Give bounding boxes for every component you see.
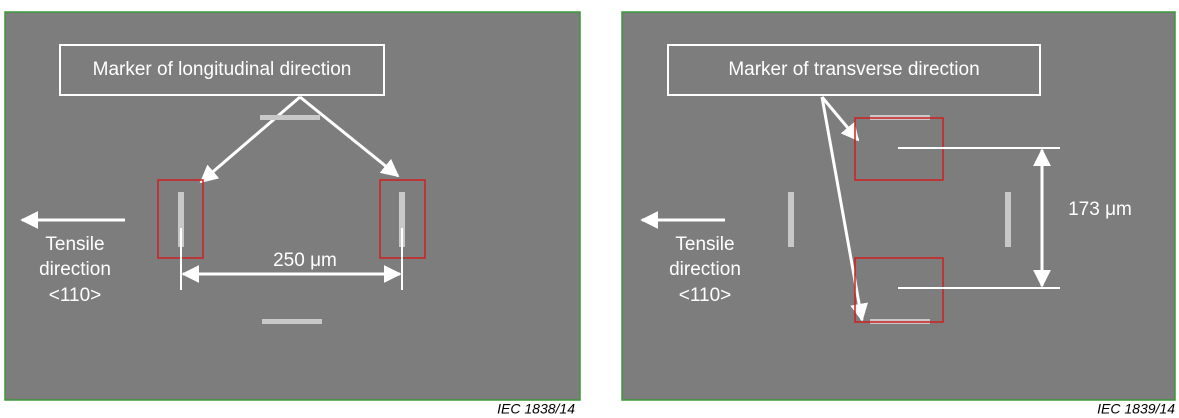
tensile-text: <110> xyxy=(49,285,101,306)
tensile-text: Tensile xyxy=(675,234,734,255)
measurement: 173 μm xyxy=(1068,199,1132,220)
measurement: 250 μm xyxy=(273,250,337,271)
marker xyxy=(260,115,320,120)
right-panel: Marker of transverse direction Tensile d… xyxy=(622,12,1175,417)
label: Marker of longitudinal direction xyxy=(93,59,352,80)
marker xyxy=(788,192,794,247)
figure: Marker of longitudinal direction Tensile… xyxy=(0,0,1179,418)
tensile-text: <110> xyxy=(679,285,731,306)
caption: IEC 1838/14 xyxy=(497,401,575,417)
left-panel: Marker of longitudinal direction Tensile… xyxy=(5,12,580,417)
tensile-text: Tensile xyxy=(45,234,104,255)
caption: IEC 1839/14 xyxy=(1097,401,1175,417)
marker xyxy=(262,319,322,324)
tensile-text: direction xyxy=(669,259,741,280)
tensile-text: direction xyxy=(39,259,111,280)
label: Marker of transverse direction xyxy=(728,59,979,80)
marker xyxy=(1005,192,1011,247)
